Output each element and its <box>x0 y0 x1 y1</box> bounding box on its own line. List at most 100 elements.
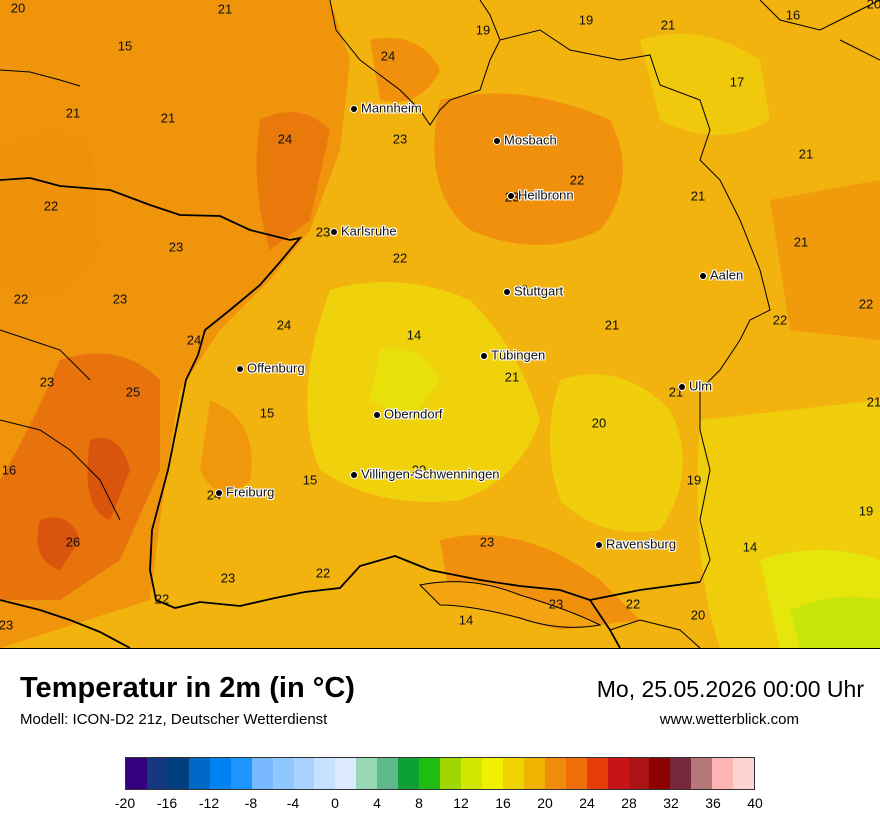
city-label: Ravensburg <box>606 536 677 552</box>
temperature-value-label: 21 <box>690 188 706 204</box>
valid-datetime: Mo, 25.05.2026 00:00 Uhr <box>596 676 864 702</box>
temperature-value-label: 22 <box>392 250 408 266</box>
temperature-value-label: 21 <box>65 105 81 121</box>
temperature-value-label: 20 <box>690 607 706 623</box>
city-marker <box>700 273 706 279</box>
legend-tick-label: -4 <box>286 795 300 811</box>
temperature-value-label: 15 <box>117 38 133 54</box>
city-label: Villingen-Schwenningen <box>361 466 500 482</box>
temperature-value-label: 19 <box>578 12 594 28</box>
website-link[interactable]: www.wetterblick.com <box>659 711 799 728</box>
legend-tick-label: 36 <box>705 795 721 811</box>
legend-swatch <box>712 758 734 789</box>
temperature-value-label: 23 <box>168 239 184 255</box>
legend-tick-label: 28 <box>621 795 637 811</box>
temperature-value-label: 16 <box>785 7 801 23</box>
color-legend-ticks: -20 -16 -12 -8 -4 0 4 8 12 16 20 24 28 32 36 40 <box>115 795 763 811</box>
cold-zones <box>790 596 880 648</box>
temperature-map-canvas <box>0 0 880 648</box>
legend-tick-label: 24 <box>579 795 595 811</box>
color-legend <box>125 757 755 790</box>
city-marker <box>331 229 337 235</box>
temperature-value-label: 24 <box>186 332 202 348</box>
legend-swatch <box>167 758 189 789</box>
legend-swatch <box>670 758 692 789</box>
city-marker <box>504 289 510 295</box>
temperature-value-label: 21 <box>504 369 520 385</box>
temperature-value-label: 22 <box>13 291 29 307</box>
city-marker <box>508 193 514 199</box>
temperature-value-label: 20 <box>10 0 26 16</box>
legend-tick-label: 16 <box>495 795 511 811</box>
temperature-value-label: 23 <box>479 534 495 550</box>
legend-swatch <box>419 758 441 789</box>
coolest-zones <box>370 348 880 648</box>
map-title: Temperatur in 2m (in °C) <box>20 672 355 704</box>
legend-swatch <box>126 758 147 789</box>
temperature-value-label: 23 <box>39 374 55 390</box>
legend-swatch <box>272 758 294 789</box>
legend-swatch <box>607 758 629 789</box>
legend-tick-label: 12 <box>453 795 469 811</box>
temperature-value-label: 15 <box>302 472 318 488</box>
temperature-value-label: 23 <box>0 617 14 633</box>
temperature-value-label: 17 <box>729 74 745 90</box>
legend-swatch <box>649 758 671 789</box>
legend-tick-label: -8 <box>244 795 258 811</box>
city-label: Freiburg <box>226 484 275 500</box>
city-label: Mannheim <box>361 100 422 116</box>
temperature-value-label: 20 <box>866 0 880 12</box>
legend-swatch <box>481 758 503 789</box>
temperature-value-label: 16 <box>1 462 17 478</box>
legend-swatch <box>377 758 399 789</box>
legend-swatch <box>230 758 252 789</box>
legend-swatch <box>251 758 273 789</box>
city-marker <box>679 384 685 390</box>
country-borders <box>0 177 701 648</box>
temperature-value-label: 23 <box>513 282 529 298</box>
legend-swatch <box>356 758 378 789</box>
legend-swatch <box>502 758 524 789</box>
legend-tick-label: 8 <box>415 795 423 811</box>
temperature-value-label: 24 <box>276 317 292 333</box>
legend-tick-label: -16 <box>156 795 178 811</box>
temperature-value-label: 21 <box>793 234 809 250</box>
temperature-value-label: 14 <box>742 539 758 555</box>
city-label: Ulm <box>689 378 713 394</box>
temperature-value-label: 23 <box>220 570 236 586</box>
temperature-value-label: 19 <box>475 22 491 38</box>
temperature-value-label: 22 <box>858 296 874 312</box>
temperature-value-label: 21 <box>660 17 676 33</box>
city-label: Oberndorf <box>384 406 443 422</box>
temperature-value-label: 21 <box>217 1 233 17</box>
legend-tick-label: -12 <box>198 795 220 811</box>
legend-swatch <box>398 758 420 789</box>
temperature-value-label: 22 <box>315 565 331 581</box>
temperature-value-label: 21 <box>604 317 620 333</box>
temperature-value-label: 22 <box>625 596 641 612</box>
temperature-value-label: 23 <box>392 131 408 147</box>
temperature-value-label: 21 <box>798 146 814 162</box>
legend-swatch <box>733 758 755 789</box>
legend-swatch <box>188 758 210 789</box>
city-marker <box>216 490 222 496</box>
temperature-value-label: 26 <box>65 534 81 550</box>
temperature-value-label: 22 <box>569 172 585 188</box>
city-label: Mosbach <box>504 132 557 148</box>
legend-swatch <box>146 758 168 789</box>
legend-swatch <box>335 758 357 789</box>
temperature-value-label: 23 <box>548 596 564 612</box>
legend-tick-label: -20 <box>114 795 136 811</box>
temperature-value-label: 23 <box>315 224 331 240</box>
state-borders <box>0 0 880 648</box>
legend-swatch <box>523 758 545 789</box>
legend-swatch <box>586 758 608 789</box>
temperature-value-label: 24 <box>380 48 396 64</box>
city-label: Karlsruhe <box>341 223 397 239</box>
legend-swatch <box>440 758 461 789</box>
legend-swatch <box>691 758 713 789</box>
legend-swatch <box>314 758 336 789</box>
temperature-value-label: 15 <box>259 405 275 421</box>
city-label: Tübingen <box>491 347 546 363</box>
temperature-value-label: 25 <box>125 384 141 400</box>
